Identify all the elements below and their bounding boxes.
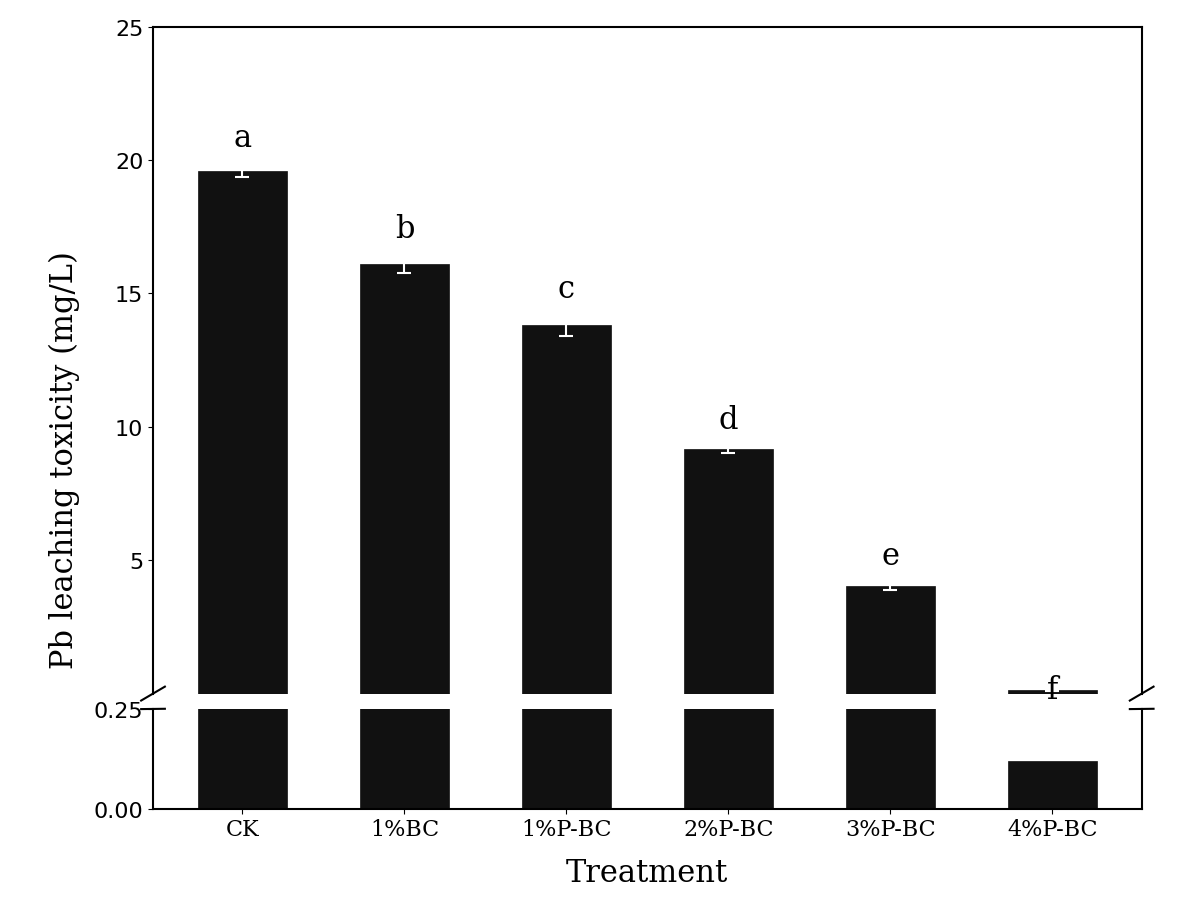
Bar [1008,761,1097,809]
Bar [198,172,287,694]
Text: d: d [719,404,738,436]
Bar [684,0,773,809]
Bar [1008,691,1097,694]
Bar [198,0,287,809]
Text: a: a [233,123,252,154]
X-axis label: Treatment: Treatment [566,857,729,888]
Text: f: f [1046,675,1058,705]
Bar [521,326,611,694]
Text: Pb leaching toxicity (mg/L): Pb leaching toxicity (mg/L) [49,251,80,668]
Bar [360,265,448,694]
Bar [521,0,611,809]
Bar [360,0,448,809]
Bar [846,0,935,809]
Text: c: c [558,274,574,305]
Bar [846,586,935,694]
Text: e: e [882,540,899,572]
Bar [684,450,773,694]
Text: b: b [394,214,414,244]
